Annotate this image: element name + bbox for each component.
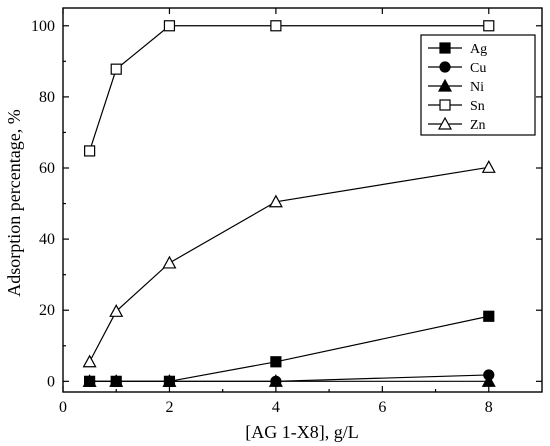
series-sn bbox=[84, 20, 495, 157]
data-point bbox=[110, 63, 122, 75]
data-point bbox=[163, 20, 176, 32]
y-tick-label: 0 bbox=[47, 373, 55, 390]
series-zn bbox=[82, 160, 496, 368]
legend-item: Sn bbox=[428, 99, 485, 114]
x-tick-label: 8 bbox=[485, 399, 493, 416]
legend-marker bbox=[439, 61, 451, 73]
legend-marker bbox=[439, 99, 451, 111]
legend-item: Ag bbox=[428, 42, 487, 57]
x-tick-label: 6 bbox=[378, 399, 386, 416]
data-point bbox=[82, 374, 97, 387]
x-tick-label: 0 bbox=[59, 399, 67, 416]
legend-item: Cu bbox=[428, 61, 486, 76]
x-axis-title: [AG 1-X8], g/L bbox=[245, 422, 358, 442]
series-line bbox=[89, 374, 489, 382]
data-point bbox=[268, 374, 283, 387]
y-tick-label: 40 bbox=[39, 231, 55, 248]
y-axis-title: Adsorption percentage, % bbox=[4, 109, 24, 296]
legend-label: Ni bbox=[470, 80, 484, 95]
y-tick-label: 100 bbox=[31, 18, 55, 35]
legend-marker bbox=[439, 42, 451, 54]
plot-frame bbox=[62, 7, 543, 393]
data-point bbox=[109, 374, 124, 387]
legend-item: Ni bbox=[428, 78, 484, 95]
data-point bbox=[82, 354, 97, 368]
data-point bbox=[268, 194, 283, 208]
data-point bbox=[483, 310, 495, 322]
y-tick-label: 20 bbox=[39, 302, 55, 319]
legend-marker bbox=[437, 116, 453, 130]
series-ag bbox=[84, 310, 495, 387]
data-point bbox=[109, 304, 124, 317]
y-axis: 0 20 40 60 80 100 bbox=[31, 18, 542, 390]
data-point bbox=[84, 145, 96, 157]
data-point bbox=[481, 160, 496, 173]
legend-label: Zn bbox=[470, 118, 486, 133]
data-point bbox=[481, 374, 496, 387]
legend-marker bbox=[437, 78, 453, 92]
data-point bbox=[270, 20, 282, 32]
legend: Ag Cu Ni Sn Zn bbox=[420, 34, 536, 136]
legend-label: Sn bbox=[470, 99, 485, 114]
series-layer bbox=[82, 20, 496, 387]
legend-item: Zn bbox=[428, 116, 486, 133]
series-line bbox=[89, 315, 489, 382]
data-point bbox=[270, 356, 282, 368]
data-point bbox=[162, 374, 177, 387]
legend-label: Cu bbox=[470, 61, 486, 76]
data-point bbox=[483, 20, 495, 32]
x-tick-label: 2 bbox=[165, 399, 173, 416]
y-tick-label: 60 bbox=[39, 160, 55, 177]
data-point bbox=[162, 255, 177, 269]
series-ni bbox=[82, 374, 496, 387]
series-cu bbox=[84, 369, 495, 387]
x-tick-label: 4 bbox=[272, 399, 280, 416]
legend-label: Ag bbox=[470, 42, 487, 57]
y-tick-label: 80 bbox=[39, 89, 55, 106]
x-axis: 0 2 4 6 8 bbox=[59, 8, 493, 416]
series-line bbox=[89, 166, 489, 363]
